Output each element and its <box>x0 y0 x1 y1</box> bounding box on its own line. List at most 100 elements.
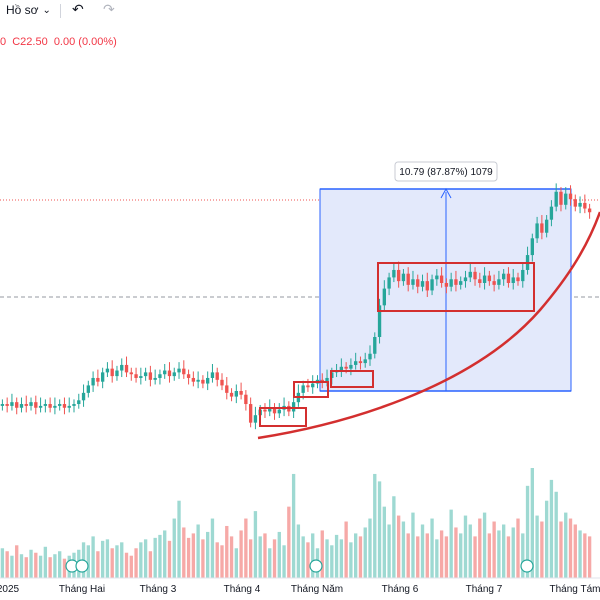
candle-body <box>444 283 449 287</box>
volume-bar <box>220 545 224 578</box>
accumulation-box-3 <box>330 370 374 388</box>
volume-bar <box>287 506 291 578</box>
volume-bar <box>53 554 57 578</box>
volume-bar <box>401 521 406 578</box>
volume-bar <box>15 545 19 578</box>
volume-bar <box>272 539 277 578</box>
candle-body <box>401 273 406 282</box>
volume-bar <box>43 546 48 578</box>
volume-bar <box>502 524 506 578</box>
volume-bar <box>105 539 110 578</box>
volume-bar <box>459 533 463 578</box>
volume-bar <box>358 536 363 578</box>
volume-bar <box>263 533 267 578</box>
volume-bar <box>139 542 143 578</box>
candle-body <box>449 279 453 287</box>
volume-bar <box>468 524 472 578</box>
candle-body <box>420 281 425 287</box>
volume-bar <box>583 533 587 578</box>
time-axis-label: Tháng Tám <box>550 584 600 595</box>
event-marker <box>309 559 323 573</box>
volume-bar <box>167 540 172 578</box>
undo-icon[interactable]: ↶ <box>72 1 84 17</box>
candle-body <box>105 368 110 373</box>
candle-body <box>564 193 568 205</box>
candle-body <box>124 364 129 373</box>
candle-body <box>115 370 119 377</box>
candle-body <box>387 277 391 289</box>
time-axis-label: Tháng 3 <box>140 584 177 595</box>
volume-bar <box>334 534 339 578</box>
volume-bar <box>339 539 344 578</box>
candle-body <box>578 202 582 207</box>
volume-bar <box>182 527 186 578</box>
candle-body <box>540 223 544 233</box>
volume-bar <box>10 555 14 578</box>
volume-bar <box>478 518 482 578</box>
volume-bar <box>34 552 38 578</box>
toolbar-divider <box>60 4 61 18</box>
candle-body <box>5 404 9 406</box>
volume-bar <box>578 530 582 578</box>
candle-body <box>29 402 33 406</box>
volume-bar <box>215 542 219 578</box>
volume-bar <box>129 555 133 578</box>
volume-bar <box>253 511 258 578</box>
volume-bar <box>148 551 153 578</box>
volume-bar <box>444 536 449 578</box>
candle-body <box>535 223 539 239</box>
candle-body <box>554 191 558 207</box>
candle-body <box>100 372 105 382</box>
volume-bar <box>24 557 28 578</box>
candle-body <box>225 385 229 393</box>
volume-bar <box>525 485 530 578</box>
volume-bar <box>435 539 439 578</box>
volume-bar <box>96 551 100 578</box>
candle-body <box>19 404 24 408</box>
candle-body <box>439 275 444 283</box>
candle-body <box>492 281 496 285</box>
redo-icon[interactable]: ↷ <box>103 1 115 17</box>
volume-bar <box>201 539 205 578</box>
candle-body <box>473 271 477 280</box>
time-axis-label: Tháng Năm <box>291 584 343 595</box>
profile-selector[interactable]: Hồ sơ ⌄ <box>6 3 51 17</box>
candle-body <box>215 372 219 380</box>
time-axis-label: Tháng Hai <box>59 584 105 595</box>
candle-body <box>396 269 401 282</box>
volume-bar <box>416 536 420 578</box>
candle-body <box>72 404 76 406</box>
profile-label: Hồ sơ <box>6 3 39 17</box>
candle-body <box>120 364 124 371</box>
candle-body <box>167 370 172 377</box>
volume-bar <box>549 479 554 578</box>
volume-bar <box>344 521 348 578</box>
volume-bar <box>535 515 539 578</box>
candle-body <box>291 402 296 412</box>
candle-body <box>425 281 429 291</box>
candle-body <box>58 404 62 406</box>
volume-bar <box>296 524 301 578</box>
volume-bar <box>58 551 62 578</box>
volume-bar <box>449 509 453 578</box>
volume-bar <box>301 536 305 578</box>
volume-bar <box>248 539 253 578</box>
candle-body <box>392 269 396 278</box>
candle-body <box>354 361 358 365</box>
measure-label: 10.79 (87.87%) 1079 <box>399 167 493 178</box>
candle-body <box>325 377 329 382</box>
candle-body <box>220 379 224 386</box>
candle-body <box>248 404 253 423</box>
candle-body <box>406 273 410 285</box>
candle-body <box>253 415 258 423</box>
candle-body <box>148 372 153 380</box>
candle-body <box>454 279 458 285</box>
volume-bar <box>134 548 138 578</box>
candle-body <box>48 404 52 408</box>
candle-body <box>268 407 272 412</box>
candle-body <box>506 273 511 283</box>
volume-bar <box>554 491 558 578</box>
volume-bar <box>387 524 391 578</box>
candle-body <box>306 385 310 388</box>
